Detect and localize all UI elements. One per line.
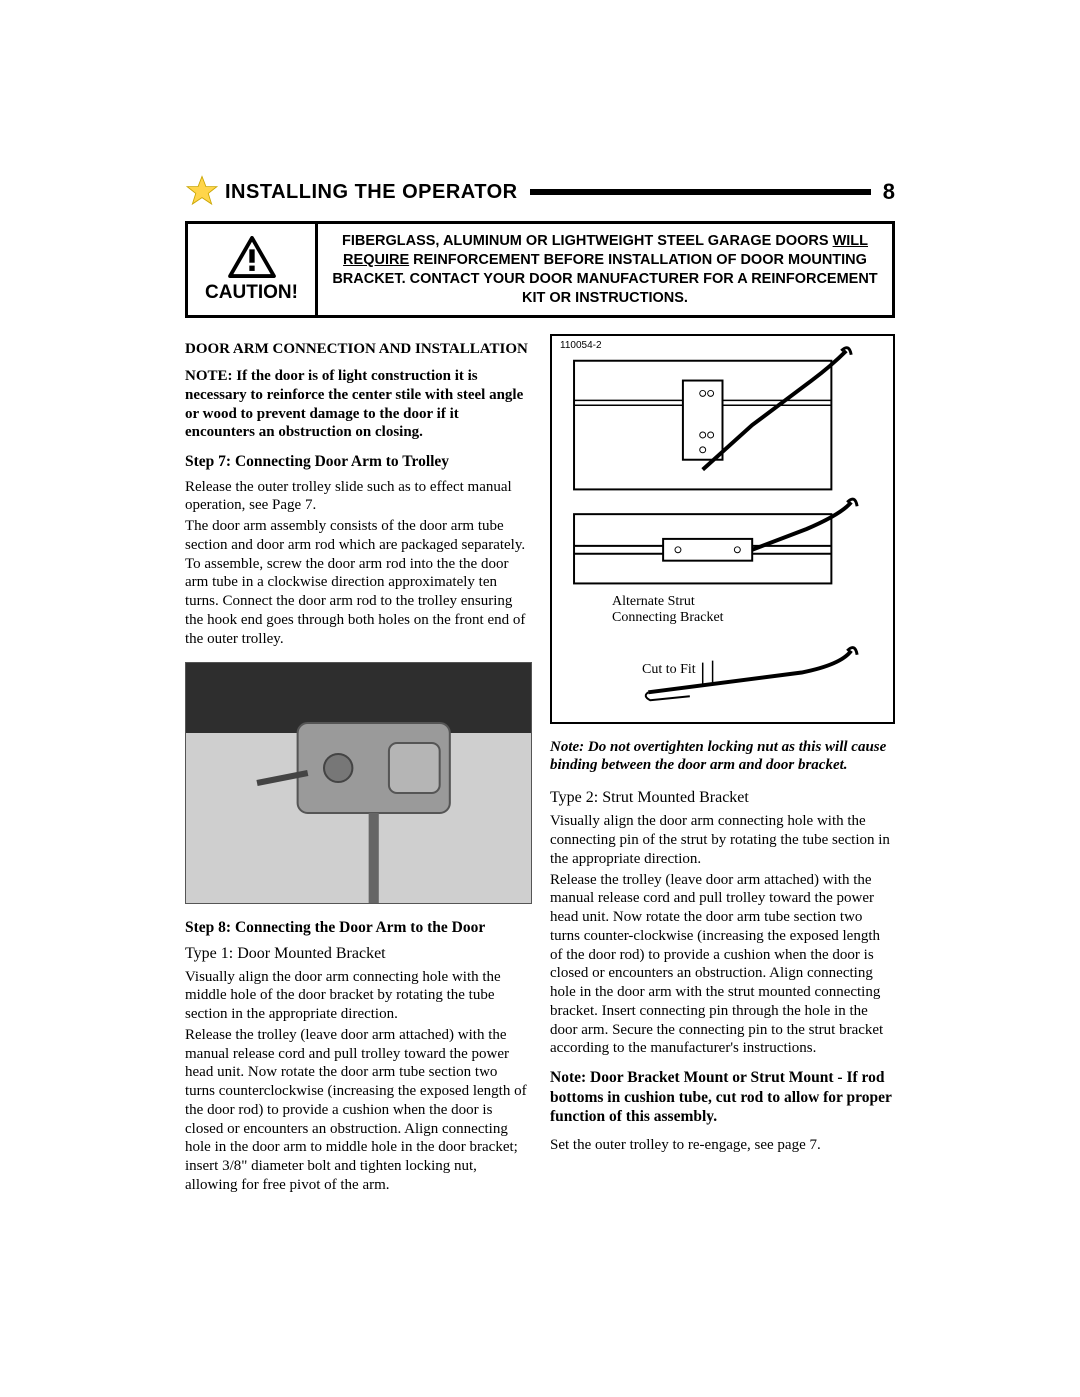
step8-heading: Step 8: Connecting the Door Arm to the D…	[185, 918, 530, 937]
type1-p1: Visually align the door arm connecting h…	[185, 968, 530, 1024]
star-icon	[185, 175, 219, 209]
type2-p1: Visually align the door arm connecting h…	[550, 812, 895, 868]
diagram-svg	[552, 336, 893, 722]
caution-label: CAUTION!	[205, 282, 298, 304]
rod-bottoms-note: Note: Door Bracket Mount or Strut Mount …	[550, 1068, 895, 1126]
page-number: 8	[883, 179, 895, 205]
page-title: INSTALLING THE OPERATOR	[225, 181, 518, 204]
trolley-photo-svg	[186, 663, 531, 903]
warning-triangle-icon	[228, 236, 276, 278]
type2-p2: Release the trolley (leave door arm atta…	[550, 871, 895, 1059]
step7-p2: The door arm assembly consists of the do…	[185, 517, 530, 648]
step7-p1: Release the outer trolley slide such as …	[185, 478, 530, 516]
header-row: INSTALLING THE OPERATOR 8	[185, 175, 895, 209]
type2-heading: Type 2: Strut Mounted Bracket	[550, 788, 895, 808]
caution-text: FIBERGLASS, ALUMINUM OR LIGHTWEIGHT STEE…	[318, 224, 892, 315]
columns: DOOR ARM CONNECTION AND INSTALLATION NOT…	[185, 334, 895, 1196]
right-column: 110054-2	[550, 334, 895, 1196]
section-heading: DOOR ARM CONNECTION AND INSTALLATION	[185, 340, 530, 359]
type1-p2: Release the trolley (leave door arm atta…	[185, 1026, 530, 1195]
caution-left: CAUTION!	[188, 224, 318, 315]
diagram-label-1: Alternate Strut Connecting Bracket	[612, 594, 752, 625]
caution-text-prefix: FIBERGLASS, ALUMINUM OR LIGHTWEIGHT STEE…	[342, 233, 833, 249]
step7-heading: Step 7: Connecting Door Arm to Trolley	[185, 452, 530, 471]
overtighten-note: Note: Do not overtighten locking nut as …	[550, 738, 895, 774]
trolley-photo	[185, 662, 532, 904]
header-bar	[530, 189, 871, 195]
construction-note: NOTE: If the door is of light constructi…	[185, 367, 530, 442]
page: INSTALLING THE OPERATOR 8 CAUTION! FIBER…	[0, 0, 1080, 1297]
caution-text-suffix: REINFORCEMENT BEFORE INSTALLATION OF DOO…	[332, 252, 877, 306]
final-line: Set the outer trolley to re-engage, see …	[550, 1136, 895, 1155]
diagram-code: 110054-2	[560, 340, 602, 353]
left-column: DOOR ARM CONNECTION AND INSTALLATION NOT…	[185, 334, 530, 1196]
diagram-box: 110054-2	[550, 334, 895, 724]
caution-box: CAUTION! FIBERGLASS, ALUMINUM OR LIGHTWE…	[185, 221, 895, 318]
diagram-label-2: Cut to Fit	[642, 661, 696, 679]
type1-heading: Type 1: Door Mounted Bracket	[185, 944, 530, 964]
